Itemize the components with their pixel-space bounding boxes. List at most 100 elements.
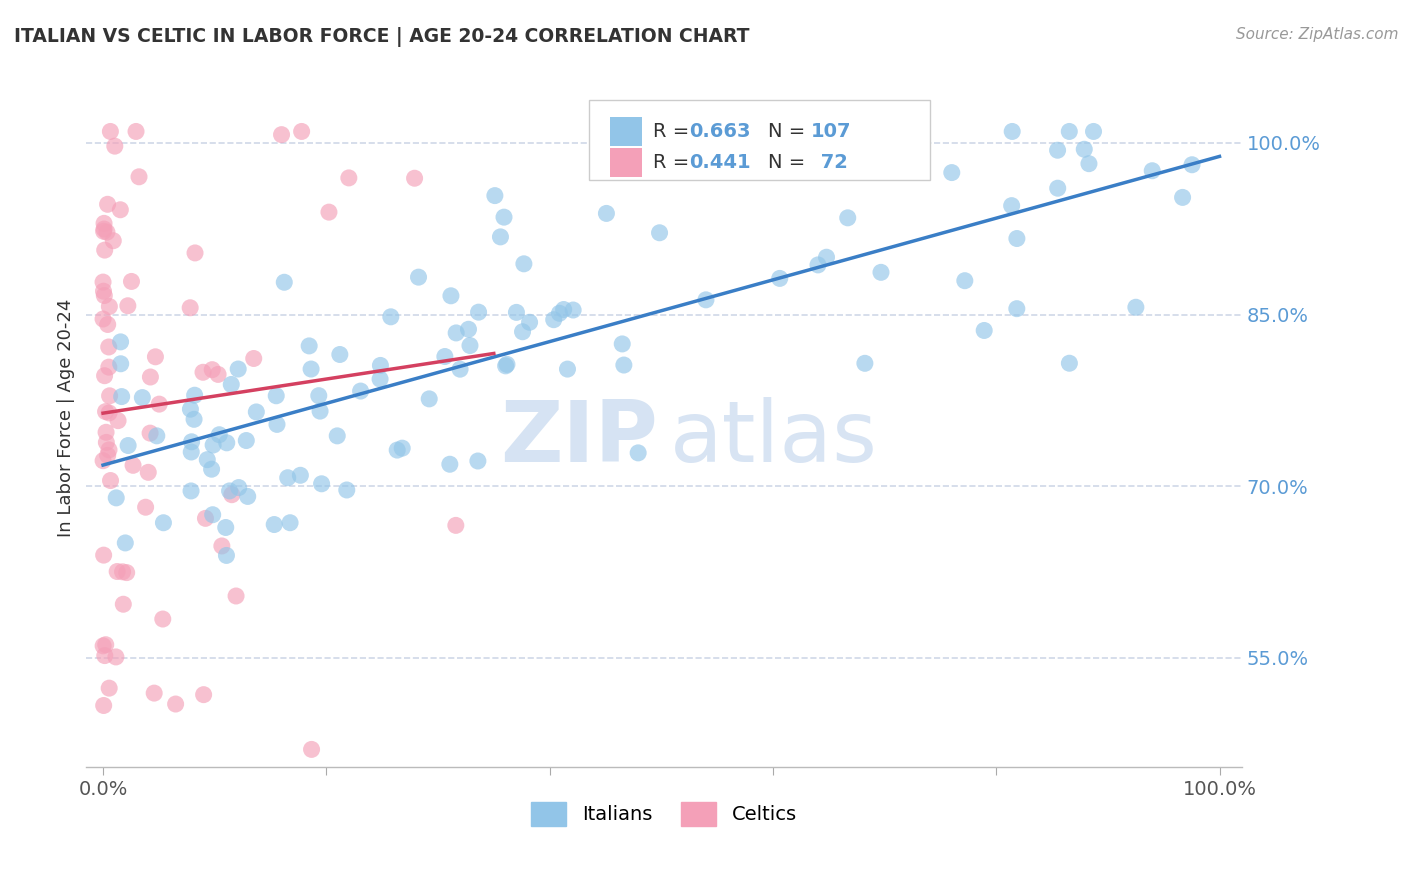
Point [193,688,215,702]
Point [301,742,323,756]
Bar [610,148,643,178]
Point [457,322,479,336]
Point [418,392,440,406]
Point [98,300,121,314]
Point [145,350,167,364]
Point [1005,301,1028,316]
Point [143,686,166,700]
Point [853,356,876,370]
Point [496,357,519,371]
Point [1078,156,1101,170]
Point [211,539,233,553]
Point [1083,124,1105,138]
Point [440,289,463,303]
Point [1001,124,1024,138]
Point [201,508,224,522]
Point [543,312,565,326]
Point [219,377,242,392]
Point [208,427,231,442]
Point [183,388,205,402]
Point [94,638,117,652]
Point [1059,356,1081,370]
Point [337,170,360,185]
Point [91,275,114,289]
Point [837,211,859,225]
Point [93,222,115,236]
Point [221,488,243,502]
Point [93,548,115,562]
Point [112,597,135,611]
Point [148,397,170,411]
Point [94,648,117,663]
Point [695,293,717,307]
Point [807,258,830,272]
Point [136,466,159,480]
Point [111,565,134,579]
Point [135,500,157,515]
Point [98,389,121,403]
Point [263,517,285,532]
Point [180,445,202,459]
Point [613,358,636,372]
Point [97,318,120,332]
Point [195,452,218,467]
Point [121,275,143,289]
Point [557,362,579,376]
Point [827,140,849,154]
Point [180,434,202,449]
Point [815,250,838,264]
Point [336,483,359,497]
Point [235,434,257,448]
Point [228,481,250,495]
Point [242,351,264,366]
Text: N =: N = [768,153,811,172]
Point [93,368,115,383]
Point [93,288,115,302]
Point [183,412,205,426]
Point [519,315,541,329]
Point [484,188,506,202]
Point [973,323,995,337]
Point [91,639,114,653]
Point [128,169,150,184]
Point [225,589,247,603]
Point [93,284,115,298]
Point [309,404,332,418]
Point [1005,231,1028,245]
Point [215,549,238,563]
Text: R =: R = [652,122,695,141]
Point [98,406,121,420]
Text: ITALIAN VS CELTIC IN LABOR FORCE | AGE 20-24 CORRELATION CHART: ITALIAN VS CELTIC IN LABOR FORCE | AGE 2… [14,27,749,46]
Text: 0.441: 0.441 [689,153,751,172]
Point [299,362,322,376]
Point [184,246,207,260]
Point [93,224,115,238]
Point [97,340,120,354]
Point [139,370,162,384]
Point [179,402,201,417]
Point [105,565,128,579]
Point [202,438,225,452]
Point [1059,124,1081,138]
Point [467,454,489,468]
Point [291,124,314,138]
Point [122,458,145,473]
Point [444,518,467,533]
Point [870,265,893,279]
Point [146,429,169,443]
Point [215,520,238,534]
Point [264,389,287,403]
Point [103,234,125,248]
Point [200,462,222,476]
Point [93,698,115,713]
Point [273,275,295,289]
Point [125,124,148,138]
Point [218,483,240,498]
Point [96,225,118,239]
Point [467,305,489,319]
Point [627,446,650,460]
Point [97,360,120,375]
Point [387,443,409,458]
Point [266,417,288,432]
Point [94,404,117,418]
